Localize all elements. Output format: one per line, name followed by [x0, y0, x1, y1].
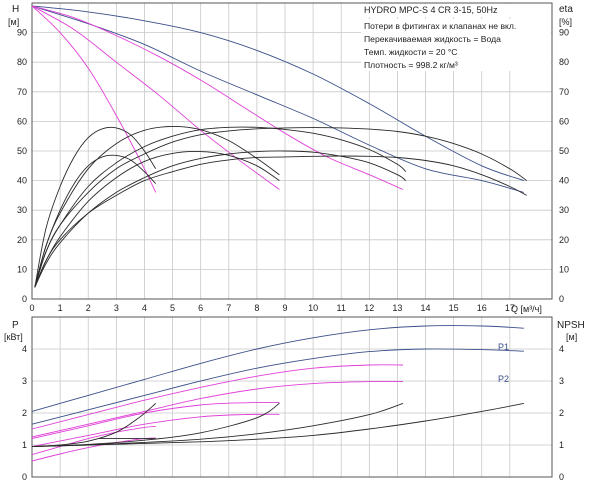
- x-tick-label: 4: [142, 303, 147, 313]
- bottom-right-tick-label: 2: [559, 408, 564, 418]
- power-series-p2: [31, 348, 524, 425]
- head-series-dark-11: [34, 154, 157, 288]
- x-tick-label: 12: [364, 303, 374, 313]
- power-series-pink-4: [31, 401, 280, 440]
- top-left-axis-unit: [м]: [8, 17, 19, 27]
- head-series-dark-7: [34, 150, 407, 288]
- head-series-dark-12: [34, 126, 157, 288]
- bottom-left-tick-label: 3: [22, 376, 27, 386]
- x-tick-label: 3: [114, 303, 119, 313]
- head-series-pink-2: [31, 5, 404, 190]
- top-series-group: [31, 5, 527, 288]
- power-series-dark-8: [31, 402, 524, 448]
- bottom-left-axis-label: P: [12, 320, 19, 331]
- x-tick-label: 11: [337, 303, 346, 313]
- head-series-blue-0: [31, 5, 525, 182]
- x-tick-label: 15: [449, 303, 459, 313]
- chart-title: HYDRO MPC-S 4 CR 3-15, 50Hz: [364, 5, 498, 15]
- top-left-tick-label: 60: [17, 116, 27, 126]
- bottom-plot-frame: [31, 316, 553, 478]
- x-tick-label: 14: [421, 303, 431, 313]
- x-tick-label: 0: [29, 303, 34, 313]
- x-tick-label: 1: [58, 303, 63, 313]
- title-box-bg: [362, 4, 551, 17]
- top-left-tick-label: 80: [17, 57, 27, 67]
- bottom-left-axis-unit: [кВт]: [4, 332, 23, 342]
- head-series-dark-9: [34, 151, 280, 288]
- bottom-right-tick-label: 3: [559, 376, 564, 386]
- x-tick-label: 10: [308, 303, 318, 313]
- note-fittings: Потери в фитингах и клапанах не вкл.: [364, 21, 516, 31]
- top-left-tick-label: 50: [17, 146, 27, 156]
- top-left-tick-label: 0: [22, 294, 27, 304]
- x-tick-label: 6: [198, 303, 203, 313]
- top-right-tick-label: 90: [559, 28, 569, 38]
- top-left-axis-label: H: [12, 4, 19, 15]
- power-series-pink-2: [31, 364, 404, 430]
- x-axis-label: Q [м³/ч]: [511, 304, 542, 314]
- top-left-tick-label: 70: [17, 87, 27, 97]
- x-tick-label: 2: [86, 303, 91, 313]
- top-right-axis-unit: [%]: [559, 17, 572, 27]
- top-right-axis-label: eta: [559, 4, 573, 15]
- x-tick-label: 13: [392, 303, 402, 313]
- note-liquid: Перекачиваемая жидкость = Вода: [364, 34, 501, 44]
- bottom-left-tick-label: 0: [22, 472, 27, 480]
- series-label-p1: P1: [498, 342, 509, 352]
- top-left-tick-label: 20: [17, 235, 27, 245]
- top-plot-frame: [31, 2, 553, 300]
- top-left-tick-label: 90: [17, 28, 27, 38]
- top-left-tick-label: 30: [17, 205, 27, 215]
- top-right-tick-label: 20: [559, 235, 569, 245]
- top-right-tick-label: 80: [559, 57, 569, 67]
- x-tick-label: 16: [477, 303, 487, 313]
- top-right-tick-label: 60: [559, 116, 569, 126]
- bottom-right-tick-label: 1: [559, 440, 564, 450]
- power-series-pink-3: [31, 381, 404, 438]
- note-temperature: Темп. жидкости = 20 °C: [364, 47, 458, 57]
- bottom-right-axis-unit: [м]: [566, 332, 577, 342]
- top-right-tick-label: 0: [559, 294, 564, 304]
- head-series-dark-8: [34, 126, 407, 288]
- top-right-tick-label: 50: [559, 146, 569, 156]
- bottom-left-tick-label: 1: [22, 440, 27, 450]
- power-series-dark-11: [31, 403, 156, 448]
- top-right-tick-label: 40: [559, 176, 569, 186]
- power-series-pink-6: [31, 425, 156, 456]
- top-left-tick-label: 10: [17, 264, 27, 274]
- power-series-p1: [31, 325, 524, 412]
- power-series-dark-9: [31, 402, 404, 448]
- head-series-pink-3: [31, 5, 280, 190]
- x-tick-label: 5: [170, 303, 175, 313]
- bottom-grid: [32, 317, 552, 477]
- x-tick-label: 7: [226, 303, 231, 313]
- head-series-pink-4: [31, 5, 157, 193]
- bottom-series-group: [31, 325, 524, 462]
- top-right-tick-label: 70: [559, 87, 569, 97]
- bottom-right-tick-label: 4: [559, 344, 564, 354]
- x-tick-label: 9: [282, 303, 287, 313]
- x-tick-label: 8: [254, 303, 259, 313]
- head-series-blue-1: [31, 5, 525, 193]
- top-left-tick-label: 40: [17, 176, 27, 186]
- power-npsh-chart: 0 0 1 1 2 2 3 3 4 4 P [кВт] NPSH [м] P1 P2: [4, 316, 585, 480]
- bottom-right-tick-label: 0: [559, 472, 564, 480]
- top-right-tick-label: 30: [559, 205, 569, 215]
- power-series-pink-5: [31, 413, 280, 448]
- bottom-left-tick-label: 4: [22, 344, 27, 354]
- bottom-ticks: 0 0 1 1 2 2 3 3 4 4: [22, 344, 564, 480]
- bottom-left-tick-label: 2: [22, 408, 27, 418]
- x-tick-label: 17: [505, 303, 515, 313]
- bottom-right-axis-label: NPSH: [557, 320, 585, 331]
- top-right-tick-label: 10: [559, 264, 569, 274]
- series-label-p2: P2: [498, 374, 509, 384]
- power-series-dark-10: [31, 403, 280, 448]
- info-box-bg: [361, 19, 551, 71]
- note-density: Плотность = 998.2 кг/м³: [364, 60, 458, 70]
